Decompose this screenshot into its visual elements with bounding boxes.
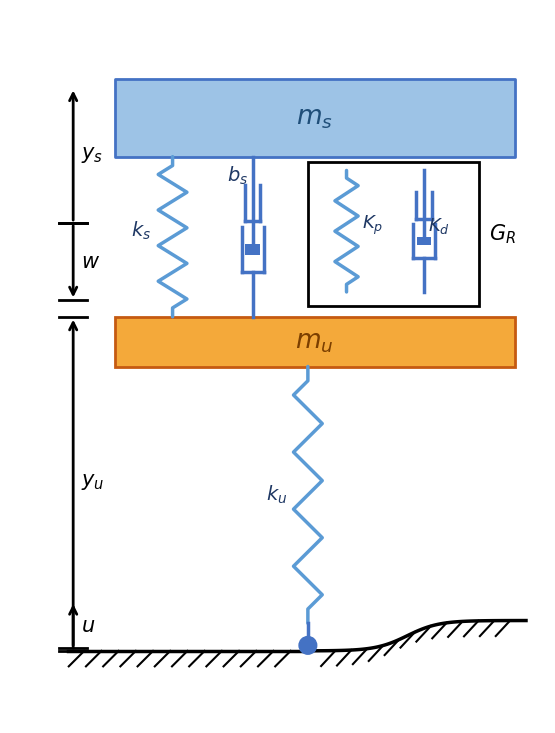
Text: $K_d$: $K_d$ [428, 216, 450, 236]
Bar [245, 244, 260, 255]
Text: $y_s$: $y_s$ [82, 145, 104, 165]
Text: $k_s$: $k_s$ [132, 220, 152, 243]
Bar [417, 237, 431, 245]
Bar [114, 317, 515, 366]
Text: $G_R$: $G_R$ [489, 222, 516, 246]
Circle shape [299, 636, 317, 655]
Bar [114, 79, 515, 157]
Text: $y_u$: $y_u$ [82, 473, 105, 493]
Bar [308, 162, 479, 306]
Text: $u$: $u$ [82, 616, 96, 636]
Text: $K_p$: $K_p$ [362, 214, 384, 237]
Text: $m_u$: $m_u$ [295, 328, 334, 355]
Text: $w$: $w$ [82, 251, 100, 272]
Text: $b_s$: $b_s$ [227, 165, 248, 187]
Text: $k_u$: $k_u$ [265, 484, 287, 506]
Text: $m_s$: $m_s$ [296, 105, 333, 131]
